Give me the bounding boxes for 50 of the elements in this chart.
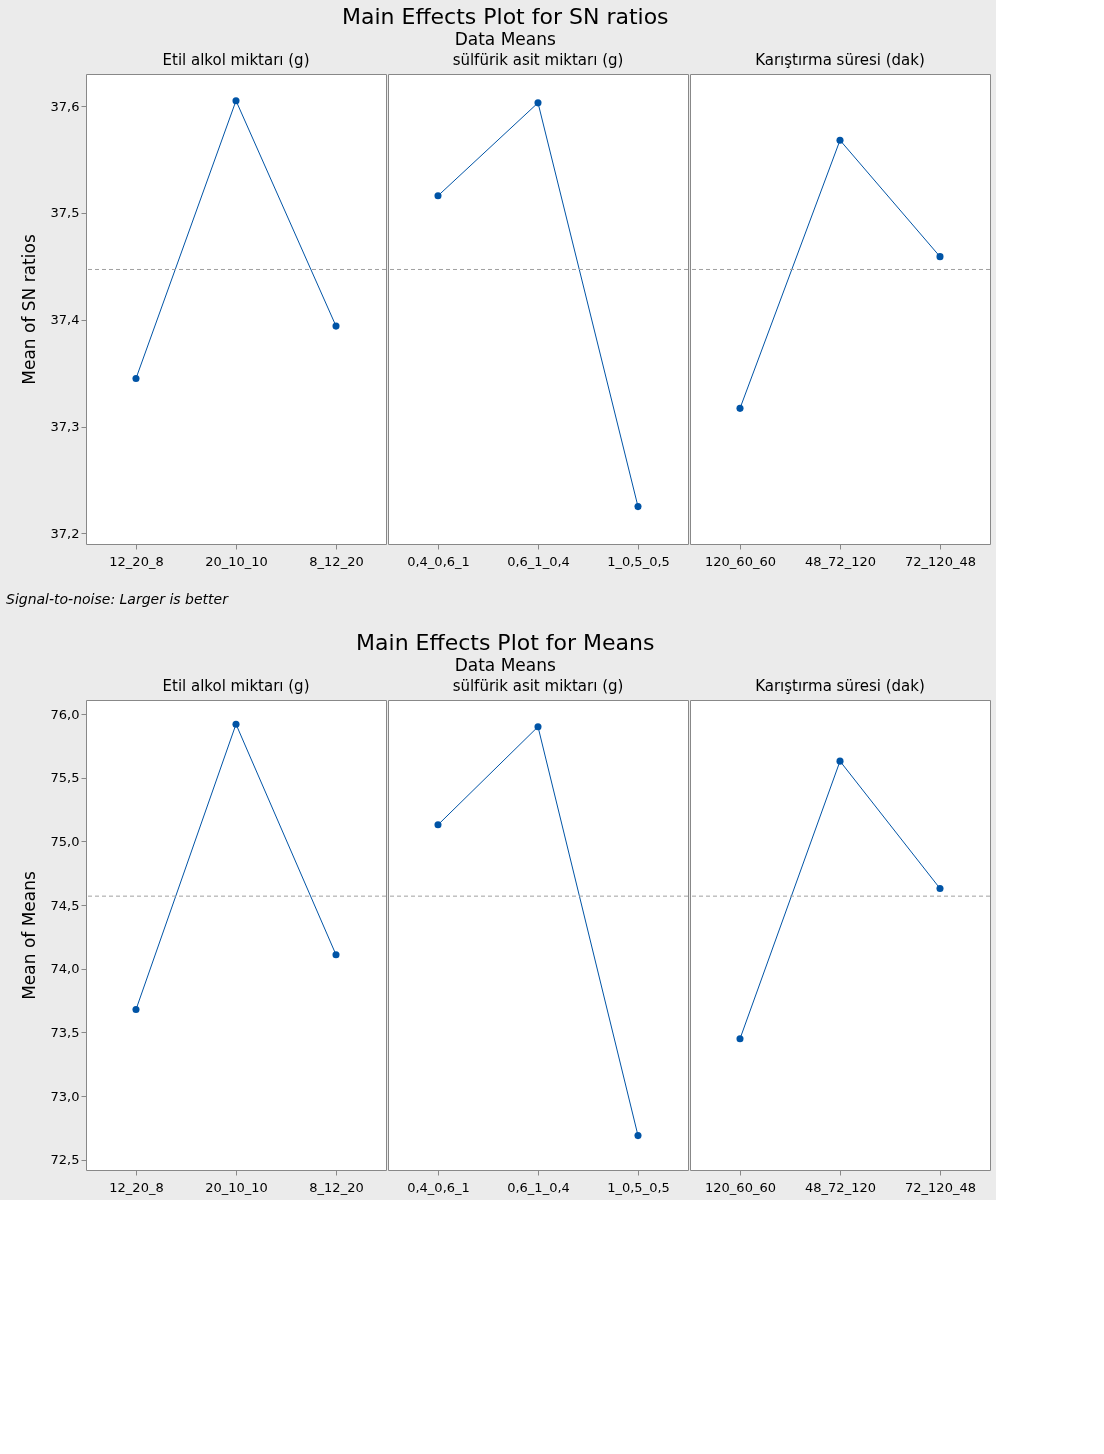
text: Signal-to-noise: Larger is better: [6, 591, 230, 607]
x-tick-label: 0,4_0,6_1: [407, 553, 470, 569]
text: Data Means: [454, 28, 556, 49]
y-tick-label: 37,4: [50, 312, 80, 328]
y-tick-label: 75,5: [50, 770, 80, 786]
point: [232, 720, 240, 728]
x-tick-label: 20_10_10: [205, 1179, 268, 1195]
x-tick-label: 20_10_10: [205, 553, 268, 569]
x-tick-label: 0,4_0,6_1: [407, 1179, 470, 1195]
y-tick-label: 73,5: [50, 1024, 80, 1040]
x-tick-label: 120_60_60: [705, 553, 776, 569]
x-tick-label: 72_120_48: [905, 553, 976, 569]
x-tick-label: 12_20_8: [109, 553, 164, 569]
text: Data Means: [454, 654, 556, 675]
y-tick-label: 75,0: [50, 833, 80, 849]
x-tick-label: 0,6_1_0,4: [507, 553, 570, 569]
y-tick-label: 74,5: [50, 897, 80, 913]
chart-title: Karıştırma süresi (dak): [755, 51, 925, 69]
x-tick-label: 1_0,5_0,5: [607, 1179, 670, 1195]
point: [132, 374, 140, 382]
y-tick-label: 74,0: [50, 961, 80, 977]
x-tick-label: 8_12_20: [309, 553, 364, 569]
x-tick-label: 8_12_20: [309, 1179, 364, 1195]
y-tick-label: 37,5: [50, 205, 80, 221]
chart-title: sülfürik asit miktarı (g): [452, 51, 624, 69]
y-tick-label: 37,3: [50, 419, 80, 434]
text: Main Effects Plot for Means: [356, 629, 655, 655]
point: [332, 322, 340, 330]
y-tick-label: 76,0: [50, 706, 80, 722]
point: [132, 1005, 140, 1014]
point: [332, 951, 340, 959]
x-tick-label: 0,6_1_0,4: [507, 1179, 570, 1195]
x-tick-label: 120_60_60: [705, 1179, 776, 1195]
chart-title: sülfürik asit miktarı (g): [452, 677, 624, 695]
chart-title: Etil alkol miktarı (g): [162, 677, 310, 695]
x-tick-label: 1_0,5_0,5: [607, 553, 670, 569]
x-tick-label: 72_120_48: [905, 1179, 976, 1195]
y-tick-label: 72,5: [50, 1152, 80, 1168]
y-tick-label: 37,2: [50, 525, 80, 541]
y-axis-title: Mean of SN ratios: [18, 234, 39, 385]
point: [232, 97, 240, 105]
x-tick-label: 48_72_120: [805, 553, 876, 569]
x-tick-label: 48_72_120: [805, 1179, 876, 1195]
text: Main Effects Plot for SN ratios: [341, 3, 669, 29]
y-tick-label: 73,0: [50, 1088, 80, 1104]
y-axis-title: Mean of Means: [18, 871, 39, 1000]
x-tick-label: 12_20_8: [109, 1179, 164, 1195]
y-tick-label: 37,6: [50, 98, 80, 114]
chart-title: Etil alkol miktarı (g): [162, 51, 310, 69]
chart-title: Karıştırma süresi (dak): [755, 677, 925, 695]
